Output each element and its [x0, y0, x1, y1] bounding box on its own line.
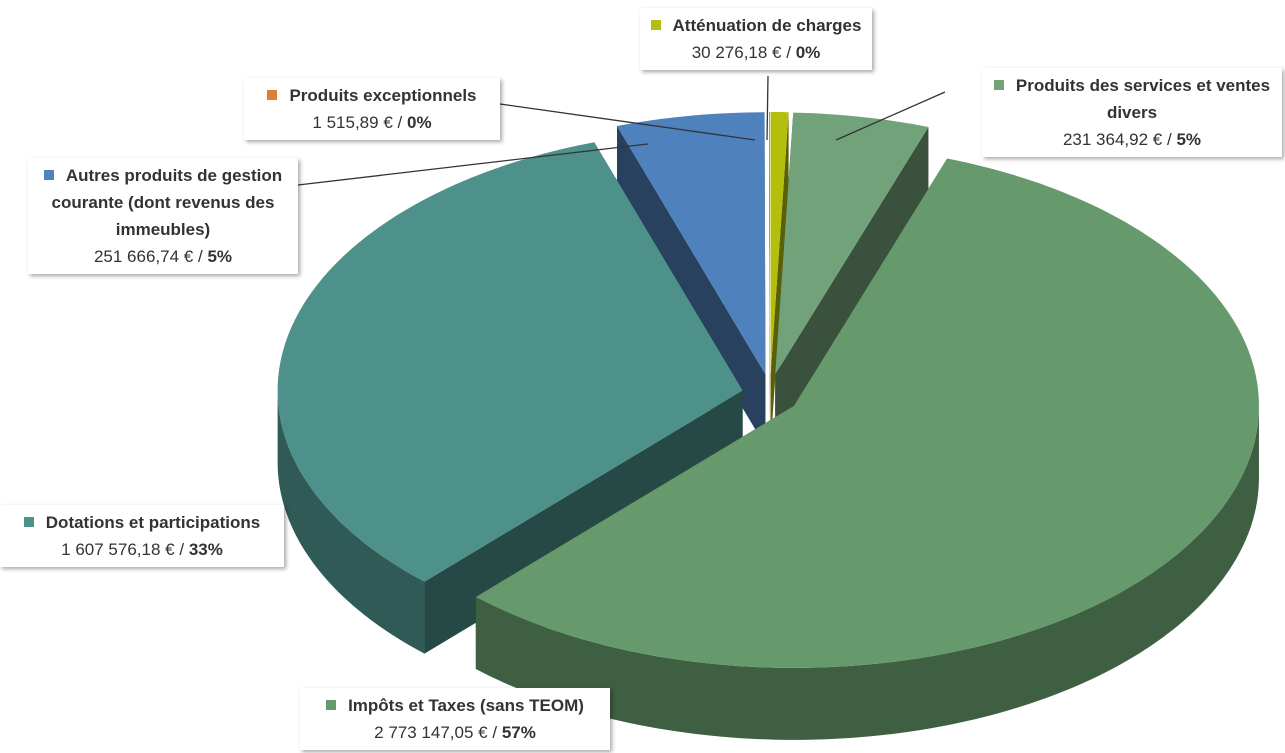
value-label: 2 773 147,05 €	[374, 723, 488, 742]
percent-label: 33%	[188, 540, 223, 559]
slice	[770, 112, 789, 447]
separator: /	[1166, 130, 1172, 149]
slice	[475, 158, 1259, 668]
label-name-row: Dotations et participations	[8, 509, 276, 536]
legend-swatch	[43, 170, 54, 180]
slice-wall	[616, 125, 766, 447]
slice-side	[475, 405, 1259, 740]
data-label: Produits des services et ventes divers 23…	[982, 68, 1282, 157]
slice-wall	[770, 112, 789, 447]
data-label: Atténuation de charges 30 276,18 € / 0%	[640, 8, 872, 70]
separator: /	[492, 723, 498, 742]
label-value-row: 231 364,92 € / 5%	[990, 126, 1274, 153]
legend-swatch	[650, 20, 661, 30]
leader-line	[297, 143, 649, 186]
data-label: Impôts et Taxes (sans TEOM) 2 773 147,05 …	[300, 688, 610, 750]
legend-swatch	[267, 90, 278, 100]
value-label: 231 364,92 €	[1062, 130, 1163, 149]
category-label: Produits exceptionnels	[289, 86, 477, 105]
category-label: Impôts et Taxes (sans TEOM)	[348, 696, 584, 715]
label-name-row: Impôts et Taxes (sans TEOM)	[308, 692, 602, 719]
data-label: Dotations et participations 1 607 576,18 …	[0, 505, 284, 567]
separator: /	[397, 113, 403, 132]
leader-line	[499, 103, 756, 141]
leader-line	[835, 91, 946, 141]
slice	[475, 158, 1259, 740]
separator: /	[786, 43, 791, 62]
category-label: Atténuation de charges	[672, 16, 862, 35]
data-label: Produits exceptionnels 1 515,89 € / 0%	[244, 78, 500, 140]
percent-label: 5%	[207, 247, 233, 266]
slice-wall	[769, 112, 770, 447]
value-label: 251 666,74 €	[93, 247, 194, 266]
legend-swatch	[326, 700, 337, 710]
label-name-row: Autres produits de gestion courante (don…	[36, 162, 290, 243]
category-label: Dotations et participations	[45, 513, 261, 532]
separator: /	[179, 540, 185, 559]
value-label: 30 276,18 €	[691, 43, 782, 62]
category-label: Autres produits de gestion courante (don…	[51, 166, 283, 239]
label-value-row: 1 607 576,18 € / 33%	[8, 536, 276, 563]
label-name-row: Produits des services et ventes divers	[990, 72, 1274, 126]
slice	[775, 112, 929, 447]
label-value-row: 2 773 147,05 € / 57%	[308, 719, 602, 746]
slice	[277, 142, 743, 582]
value-label: 1 607 576,18 €	[61, 540, 175, 559]
slice	[616, 112, 766, 447]
separator: /	[197, 247, 203, 266]
percent-label: 57%	[501, 723, 536, 742]
legend-swatch	[993, 80, 1004, 90]
label-value-row: 251 666,74 € / 5%	[36, 243, 290, 270]
legend-swatch	[23, 517, 34, 527]
leader-line	[766, 75, 769, 141]
percent-label: 0%	[406, 113, 432, 132]
slice-side	[277, 390, 425, 654]
percent-label: 0%	[795, 43, 821, 62]
slice	[770, 112, 789, 375]
label-name-row: Atténuation de charges	[648, 12, 864, 39]
slice	[775, 112, 929, 375]
slice-wall	[775, 127, 929, 447]
value-label: 1 515,89 €	[312, 113, 393, 132]
category-label: Produits des services et ventes divers	[1015, 76, 1271, 122]
slice	[616, 112, 766, 375]
slice	[769, 112, 770, 447]
percent-label: 5%	[1176, 130, 1202, 149]
slice	[769, 112, 770, 375]
label-value-row: 1 515,89 € / 0%	[252, 109, 492, 136]
label-name-row: Produits exceptionnels	[252, 82, 492, 109]
label-value-row: 30 276,18 € / 0%	[648, 39, 864, 66]
data-label: Autres produits de gestion courante (don…	[28, 158, 298, 274]
